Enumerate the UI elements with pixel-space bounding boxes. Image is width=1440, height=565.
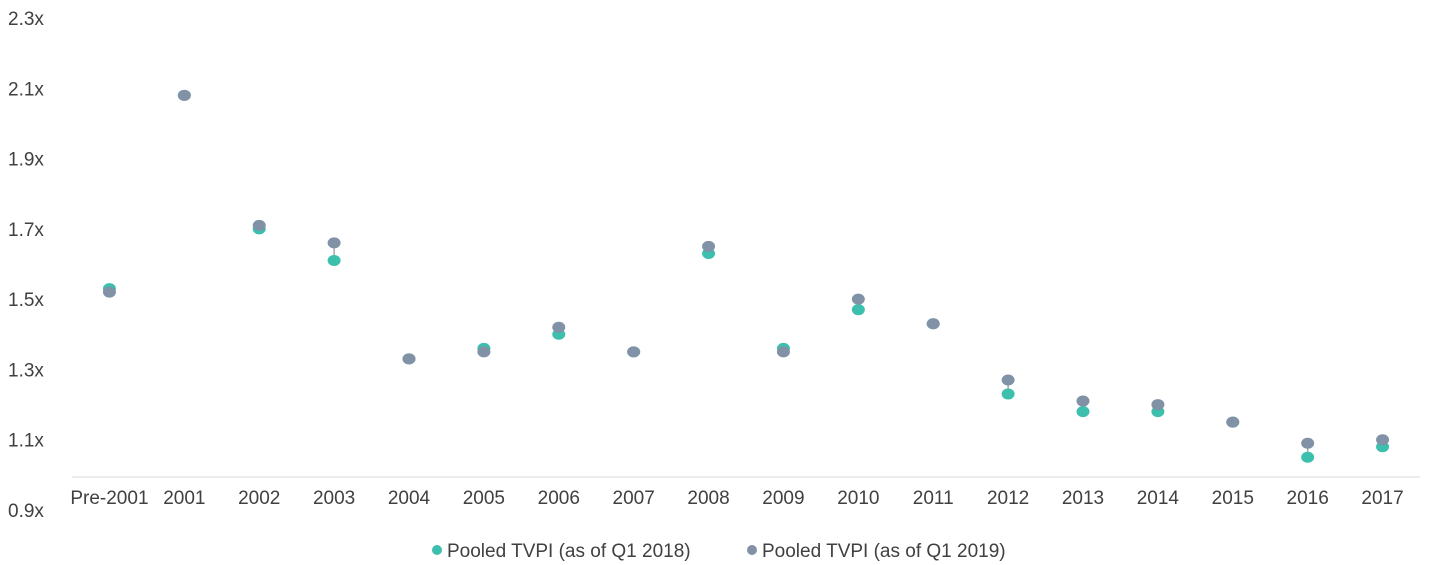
x-tick-label: 2004 [388, 488, 431, 509]
data-point [702, 240, 716, 252]
data-point [252, 219, 266, 231]
data-point [926, 318, 940, 330]
x-tick-label: 2011 [913, 488, 954, 509]
data-point [627, 346, 641, 358]
data-point [1376, 434, 1390, 446]
legend-marker [747, 545, 757, 555]
x-tick-label: 2001 [163, 488, 205, 509]
y-tick-label: 1.5x [8, 290, 44, 311]
data-point [327, 254, 341, 266]
x-axis-ticks: Pre-2001 2001 2002 2003 2004 2005 2006 2007 2008… [70, 488, 1403, 509]
data-point [552, 321, 566, 333]
data-point [327, 237, 341, 249]
data-point [102, 286, 116, 298]
x-tick-label: 2007 [613, 488, 655, 509]
y-tick-label: 1.7x [8, 220, 44, 241]
data-point [177, 89, 191, 101]
x-tick-label: 2015 [1212, 488, 1254, 509]
legend-label: Pooled TVPI (as of Q1 2018) [447, 541, 691, 562]
y-tick-label: 2.1x [8, 79, 44, 100]
data-point [477, 346, 491, 358]
data-point [1076, 406, 1090, 418]
data-point [1226, 416, 1240, 428]
x-tick-label: 2006 [538, 488, 580, 509]
series-2 [102, 89, 1390, 449]
data-point [851, 293, 865, 305]
x-tick-label: 2014 [1137, 488, 1180, 509]
x-tick-label: 2013 [1062, 488, 1104, 509]
y-axis-ticks: 0.9x 1.1x 1.3x 1.5x 1.7x 1.9x 2.1x 2.3x [8, 9, 44, 522]
data-point [1301, 451, 1315, 463]
data-point [1076, 395, 1090, 407]
series-1 [102, 89, 1390, 463]
legend: Pooled TVPI (as of Q1 2018) Pooled TVPI (… [432, 541, 1006, 562]
legend-item: Pooled TVPI (as of Q1 2019) [747, 541, 1006, 562]
x-tick-label: 2017 [1361, 488, 1403, 509]
y-tick-label: 1.3x [8, 360, 44, 381]
data-point [402, 353, 416, 365]
data-point [851, 304, 865, 316]
y-tick-label: 0.9x [8, 501, 44, 522]
x-tick-label: 2010 [837, 488, 879, 509]
data-point [1151, 399, 1165, 411]
x-tick-label: 2012 [987, 488, 1029, 509]
data-point [1001, 388, 1015, 400]
legend-item: Pooled TVPI (as of Q1 2018) [432, 541, 691, 562]
x-tick-label: 2002 [238, 488, 280, 509]
x-tick-label: 2016 [1287, 488, 1329, 509]
x-tick-label: Pre-2001 [70, 488, 148, 509]
legend-label: Pooled TVPI (as of Q1 2019) [762, 541, 1006, 562]
x-tick-label: 2003 [313, 488, 355, 509]
x-tick-label: 2009 [762, 488, 804, 509]
y-tick-label: 1.9x [8, 150, 44, 171]
connector-lines [108, 225, 1384, 458]
y-tick-label: 1.1x [8, 431, 44, 452]
series-points [102, 89, 1390, 463]
x-tick-label: 2005 [463, 488, 505, 509]
data-point [1001, 374, 1015, 386]
data-point [776, 346, 790, 358]
x-tick-label: 2008 [687, 488, 729, 509]
data-point [1301, 437, 1315, 449]
legend-marker [432, 545, 442, 555]
y-tick-label: 2.3x [8, 9, 44, 30]
